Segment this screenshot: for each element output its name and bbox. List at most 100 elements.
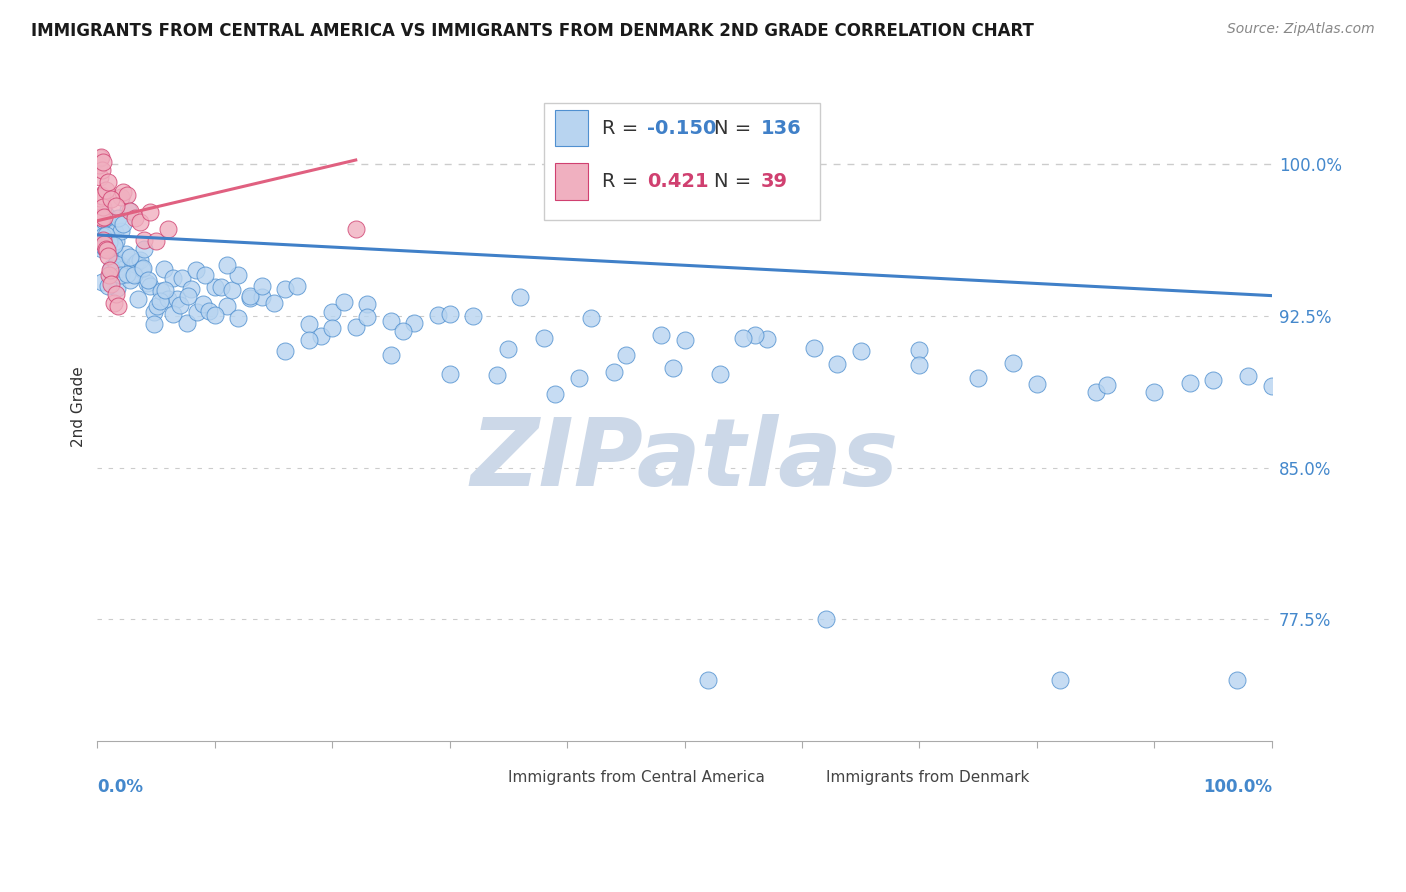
Point: [98, 235, 121, 250]
Point: [827, 357, 849, 371]
Text: ZIPatlas: ZIPatlas: [471, 415, 898, 507]
Point: [114, 246, 136, 260]
Text: Immigrants from Denmark: Immigrants from Denmark: [825, 770, 1029, 785]
Point: [533, 331, 555, 345]
Text: -0.150: -0.150: [647, 119, 717, 138]
Point: [107, 211, 129, 225]
Point: [139, 205, 162, 219]
Point: [97, 228, 120, 243]
Point: [1084, 385, 1107, 400]
Point: [697, 673, 720, 688]
Point: [1202, 373, 1225, 387]
Point: [1237, 369, 1260, 384]
Point: [170, 270, 193, 285]
Point: [391, 324, 413, 338]
Point: [91, 228, 114, 243]
Point: [1002, 356, 1025, 370]
Point: [662, 361, 685, 376]
Point: [132, 260, 155, 275]
Point: [89, 169, 111, 184]
Point: [250, 290, 273, 304]
Point: [112, 218, 135, 232]
Text: 136: 136: [761, 119, 801, 138]
Point: [908, 358, 931, 372]
Point: [153, 261, 176, 276]
Point: [110, 190, 132, 204]
Point: [298, 317, 321, 331]
Text: Source: ZipAtlas.com: Source: ZipAtlas.com: [1227, 22, 1375, 37]
Point: [122, 268, 145, 283]
Point: [309, 329, 332, 343]
Point: [139, 279, 162, 293]
Point: [814, 613, 837, 627]
Point: [91, 189, 114, 203]
Point: [509, 290, 531, 304]
Point: [100, 265, 122, 279]
Point: [112, 185, 135, 199]
Point: [1026, 376, 1049, 391]
Point: [90, 222, 112, 236]
Point: [105, 287, 128, 301]
Point: [191, 297, 214, 311]
Point: [90, 210, 112, 224]
Point: [344, 319, 367, 334]
Point: [209, 279, 232, 293]
Point: [221, 283, 243, 297]
Point: [356, 296, 378, 310]
Point: [87, 197, 110, 211]
Point: [274, 343, 297, 358]
Point: [404, 316, 426, 330]
Point: [215, 299, 238, 313]
Point: [1097, 377, 1119, 392]
Point: [135, 276, 157, 290]
Point: [89, 191, 111, 205]
Point: [579, 310, 602, 325]
Point: [97, 279, 120, 293]
Point: [111, 260, 134, 274]
Point: [124, 257, 146, 271]
Point: [91, 155, 114, 169]
Point: [98, 268, 121, 283]
Point: [98, 227, 121, 241]
Point: [1261, 379, 1284, 393]
Point: [89, 230, 111, 244]
Point: [149, 294, 172, 309]
Point: [908, 343, 931, 358]
Point: [96, 235, 118, 249]
Point: [380, 348, 402, 362]
Point: [90, 188, 112, 202]
Text: Immigrants from Central America: Immigrants from Central America: [509, 770, 765, 785]
Point: [91, 163, 114, 178]
Bar: [555, 110, 588, 146]
Point: [120, 251, 142, 265]
Point: [103, 237, 125, 252]
Point: [149, 284, 172, 298]
Point: [91, 202, 114, 217]
Bar: [790, 768, 815, 791]
Point: [97, 176, 120, 190]
Point: [115, 187, 138, 202]
Point: [186, 305, 208, 319]
Point: [96, 243, 118, 257]
Point: [285, 278, 308, 293]
Point: [100, 193, 122, 207]
FancyBboxPatch shape: [544, 103, 820, 220]
Text: N =: N =: [714, 119, 758, 138]
Point: [333, 295, 356, 310]
Point: [124, 211, 146, 225]
Point: [134, 242, 156, 256]
Point: [614, 348, 637, 362]
Point: [156, 293, 179, 307]
Point: [98, 262, 121, 277]
Point: [117, 202, 139, 217]
Point: [162, 271, 184, 285]
Text: IMMIGRANTS FROM CENTRAL AMERICA VS IMMIGRANTS FROM DENMARK 2ND GRADE CORRELATION: IMMIGRANTS FROM CENTRAL AMERICA VS IMMIG…: [31, 22, 1033, 40]
Point: [91, 200, 114, 214]
Point: [105, 234, 128, 248]
Point: [120, 273, 142, 287]
Point: [439, 307, 461, 321]
Point: [115, 267, 138, 281]
Point: [204, 308, 226, 322]
Point: [177, 289, 200, 303]
Point: [321, 321, 343, 335]
